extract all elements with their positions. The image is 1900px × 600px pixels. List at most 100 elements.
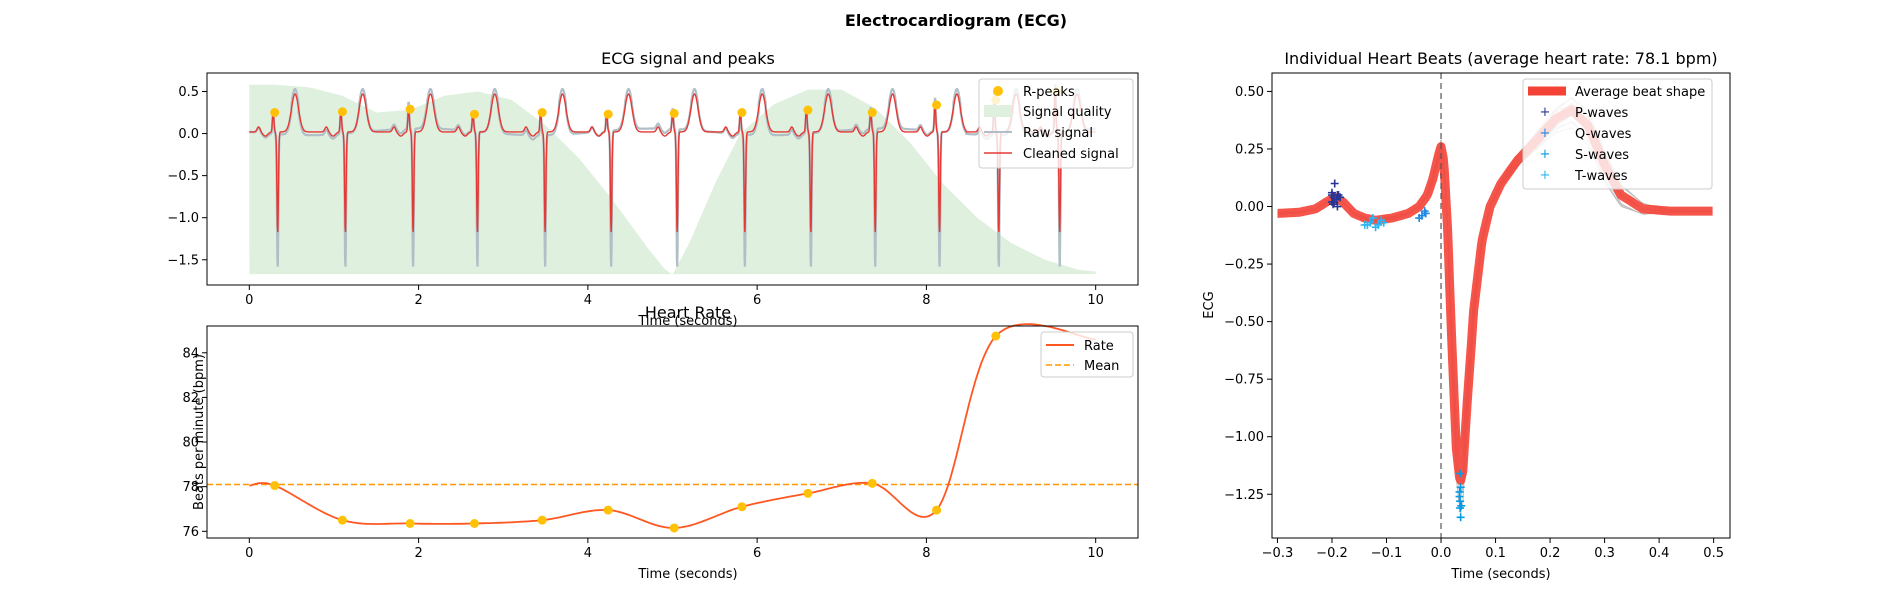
rate-point-marker bbox=[737, 502, 747, 512]
s-wave-marker bbox=[1455, 487, 1464, 496]
ecg-y-tick-label: −1.5 bbox=[167, 253, 199, 268]
beats-y-tick-label: 0.25 bbox=[1235, 142, 1264, 157]
legend-cleaned-label: Cleaned signal bbox=[1023, 147, 1119, 162]
average-beat-line bbox=[1274, 105, 1716, 485]
beats-x-tick-label: 0.4 bbox=[1649, 546, 1670, 561]
legend-rpeak-marker bbox=[993, 86, 1003, 96]
beats-x-tick-label: 0.1 bbox=[1485, 546, 1506, 561]
r-peak-marker bbox=[803, 105, 813, 115]
beats-y-label: ECG bbox=[1202, 291, 1217, 318]
legend-raw-label: Raw signal bbox=[1023, 126, 1093, 141]
rate-legend: Rate Mean bbox=[1040, 331, 1134, 378]
legend-avg-beat-label: Average beat shape bbox=[1575, 85, 1705, 100]
legend-mean-label: Mean bbox=[1084, 359, 1119, 374]
legend-rpeaks-label: R-peaks bbox=[1023, 85, 1075, 100]
legend-quality-label: Signal quality bbox=[1023, 105, 1112, 120]
beats-y-tick-label: 0.50 bbox=[1235, 85, 1264, 100]
t-wave-marker bbox=[1363, 220, 1372, 229]
legend-rate-label: Rate bbox=[1084, 339, 1114, 354]
ecg-panel-title: ECG signal and peaks bbox=[601, 49, 775, 68]
rate-x-tick-label: 4 bbox=[584, 546, 592, 561]
rate-x-label: Time (seconds) bbox=[637, 567, 737, 582]
rate-y-tick-label: 76 bbox=[182, 525, 199, 540]
ecg-y-tick-label: 0.0 bbox=[178, 127, 199, 142]
r-peak-marker bbox=[603, 109, 613, 119]
legend-s-label: S-waves bbox=[1575, 148, 1629, 163]
heart-rate-line bbox=[249, 323, 1096, 529]
legend-q-marker: + bbox=[1540, 126, 1551, 141]
ecg-ticks: 0 2 4 6 8 10 0.5 0.0 −0.5 −1.0 −1.5 bbox=[167, 85, 1104, 308]
beats-y-tick-label: 0.00 bbox=[1235, 200, 1264, 215]
t-wave-marker bbox=[1379, 218, 1388, 227]
rate-y-tick-label: 82 bbox=[182, 391, 199, 406]
beats-x-tick-label: 0.3 bbox=[1594, 546, 1615, 561]
ecg-x-tick-label: 8 bbox=[922, 293, 930, 308]
r-peak-marker bbox=[337, 107, 347, 117]
r-peak-marker bbox=[469, 109, 479, 119]
r-peak-marker bbox=[669, 108, 679, 118]
ecg-signal-panel: ECG signal and peaks 0 2 4 6 8 10 0.5 0.0 −0.5 −1… bbox=[167, 49, 1139, 329]
figure-title: Electrocardiogram (ECG) bbox=[845, 11, 1067, 30]
rate-point-marker bbox=[603, 505, 613, 515]
t-wave-marker bbox=[1374, 220, 1383, 229]
beats-y-tick-label: −0.50 bbox=[1224, 315, 1264, 330]
legend-s-marker: + bbox=[1540, 147, 1551, 162]
rate-y-tick-label: 78 bbox=[182, 480, 199, 495]
ecg-x-label: Time (seconds) bbox=[637, 314, 737, 329]
legend-quality-swatch bbox=[984, 105, 1012, 117]
rate-ticks: 0 2 4 6 8 10 76 78 80 82 84 bbox=[182, 346, 1104, 561]
rate-y-tick-label: 84 bbox=[182, 346, 199, 361]
ecg-x-tick-label: 10 bbox=[1087, 293, 1104, 308]
rate-x-tick-label: 8 bbox=[922, 546, 930, 561]
beats-x-tick-label: 0.0 bbox=[1431, 546, 1452, 561]
rate-x-tick-label: 2 bbox=[414, 546, 422, 561]
beats-x-tick-label: −0.1 bbox=[1371, 546, 1403, 561]
s-wave-marker bbox=[1456, 469, 1465, 478]
rate-plot-area bbox=[207, 323, 1138, 533]
rate-y-tick-label: 80 bbox=[182, 436, 199, 451]
legend-p-marker: + bbox=[1540, 105, 1551, 120]
beats-y-tick-label: −0.75 bbox=[1224, 373, 1264, 388]
heart-beats-panel: Individual Heart Beats (average heart ra… bbox=[1202, 49, 1731, 582]
beats-legend: Average beat shape + P-waves + Q-waves +… bbox=[1522, 78, 1713, 190]
rate-point-marker bbox=[337, 515, 347, 525]
p-wave-marker bbox=[1330, 197, 1339, 206]
rate-x-tick-label: 6 bbox=[753, 546, 761, 561]
s-wave-marker bbox=[1456, 497, 1465, 506]
rate-point-marker bbox=[669, 523, 679, 533]
rate-point-marker bbox=[270, 481, 280, 491]
ecg-x-tick-label: 2 bbox=[414, 293, 422, 308]
rate-point-marker bbox=[867, 478, 877, 488]
rate-point-marker bbox=[469, 518, 479, 528]
r-peak-marker bbox=[537, 108, 547, 118]
r-peak-marker bbox=[270, 108, 280, 118]
beats-y-tick-label: −1.25 bbox=[1224, 488, 1264, 503]
ecg-axes-frame bbox=[206, 72, 1139, 286]
legend-t-label: T-waves bbox=[1574, 169, 1628, 184]
ecg-legend-box bbox=[978, 78, 1134, 169]
s-wave-marker bbox=[1456, 483, 1465, 492]
ecg-x-tick-label: 0 bbox=[245, 293, 253, 308]
p-wave-marker bbox=[1330, 179, 1339, 188]
beats-y-tick-label: −0.25 bbox=[1224, 258, 1264, 273]
rate-y-label: Beats per minute (bpm) bbox=[192, 354, 207, 510]
r-peak-marker bbox=[405, 104, 415, 114]
rate-point-marker bbox=[537, 515, 547, 525]
beats-x-tick-label: −0.2 bbox=[1316, 546, 1348, 561]
beats-x-label: Time (seconds) bbox=[1450, 567, 1550, 582]
ecg-x-tick-label: 6 bbox=[753, 293, 761, 308]
beats-panel-title: Individual Heart Beats (average heart ra… bbox=[1284, 49, 1717, 68]
r-peak-marker bbox=[867, 108, 877, 118]
rate-point-marker bbox=[405, 518, 415, 528]
p-wave-marker bbox=[1333, 202, 1342, 211]
ecg-legend: R-peaks Signal quality Raw signal Cleane… bbox=[978, 78, 1134, 169]
t-wave-marker bbox=[1368, 214, 1377, 223]
ecg-plot-area bbox=[249, 84, 1096, 275]
p-wave-marker bbox=[1336, 193, 1345, 202]
rate-point-marker bbox=[803, 488, 813, 498]
legend-q-label: Q-waves bbox=[1575, 127, 1632, 142]
beats-plot-area bbox=[1274, 73, 1716, 538]
ecg-y-tick-label: 0.5 bbox=[178, 85, 199, 100]
q-wave-marker bbox=[1421, 209, 1430, 218]
beats-ticks: −0.3 −0.2 −0.1 0.0 0.1 0.2 0.3 0.4 0.5 0.50 0.25 0.… bbox=[1224, 85, 1724, 561]
